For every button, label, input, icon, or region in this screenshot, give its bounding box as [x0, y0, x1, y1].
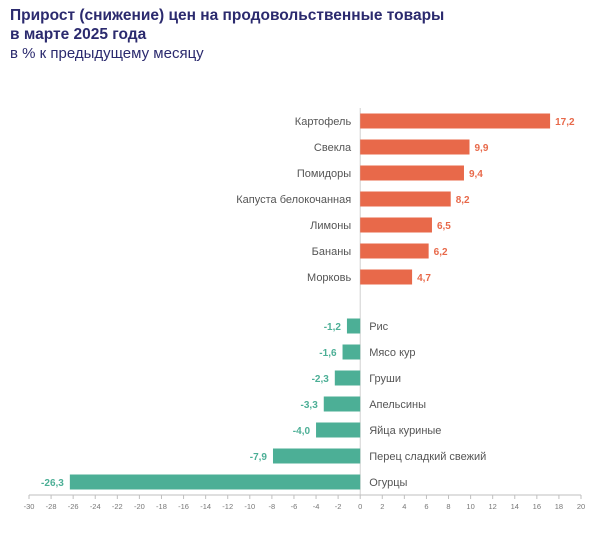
- x-tick-label: -16: [178, 502, 189, 511]
- x-tick-label: -4: [313, 502, 320, 511]
- data-label: 9,4: [469, 169, 483, 180]
- bar: [360, 139, 470, 155]
- category-label: Свекла: [314, 142, 352, 154]
- bar: [346, 318, 361, 334]
- data-label: -4,0: [293, 426, 311, 437]
- x-tick-label: -20: [134, 502, 145, 511]
- x-tick-label: -10: [244, 502, 255, 511]
- x-tick-label: 14: [511, 502, 519, 511]
- x-tick-label: 6: [424, 502, 428, 511]
- category-label: Яйца куриные: [369, 425, 441, 437]
- category-label: Морковь: [307, 272, 351, 284]
- category-label: Груши: [369, 373, 401, 385]
- x-tick-label: -8: [269, 502, 276, 511]
- x-tick-label: 8: [446, 502, 450, 511]
- category-label: Картофель: [295, 116, 352, 128]
- x-tick-label: 4: [402, 502, 406, 511]
- x-tick-label: 10: [466, 502, 474, 511]
- data-label: 6,5: [437, 221, 451, 232]
- x-tick-label: -22: [112, 502, 123, 511]
- category-label: Бананы: [312, 246, 352, 258]
- bar: [316, 422, 361, 438]
- category-label: Капуста белокочанная: [236, 194, 351, 206]
- data-label: 6,2: [434, 247, 448, 258]
- x-tick-label: 2: [380, 502, 384, 511]
- data-label: 9,9: [474, 143, 488, 154]
- bar: [272, 448, 361, 464]
- data-label: -1,6: [319, 348, 337, 359]
- bar: [360, 113, 551, 129]
- data-label: 4,7: [417, 273, 431, 284]
- data-label: 17,2: [555, 117, 575, 128]
- bar: [360, 217, 432, 233]
- category-label: Огурцы: [369, 477, 407, 489]
- category-label: Лимоны: [310, 220, 351, 232]
- chart-subtitle: в % к предыдущему месяцу: [10, 45, 204, 62]
- bar: [323, 396, 361, 412]
- x-tick-label: -18: [156, 502, 167, 511]
- x-tick-label: -24: [90, 502, 101, 511]
- bar: [69, 474, 361, 490]
- x-tick-label: 12: [489, 502, 497, 511]
- chart-title: Прирост (снижение) цен на продовольствен…: [10, 7, 445, 24]
- category-label: Помидоры: [297, 168, 351, 180]
- data-label: -7,9: [250, 452, 268, 463]
- x-tick-label: -26: [68, 502, 79, 511]
- x-tick-label: -12: [222, 502, 233, 511]
- x-tick-label: 16: [533, 502, 541, 511]
- x-tick-label: 20: [577, 502, 585, 511]
- bar: [342, 344, 361, 360]
- bar: [360, 243, 429, 259]
- category-label: Перец сладкий свежий: [369, 451, 486, 463]
- x-tick-label: 18: [555, 502, 563, 511]
- bar: [334, 370, 361, 386]
- x-tick-label: 0: [358, 502, 362, 511]
- x-tick-label: -2: [335, 502, 342, 511]
- chart-header: Прирост (снижение) цен на продовольствен…: [10, 6, 444, 63]
- x-tick-label: -28: [46, 502, 57, 511]
- x-tick-label: -6: [291, 502, 298, 511]
- bar: [360, 191, 451, 207]
- data-label: -26,3: [41, 478, 64, 489]
- data-label: -1,2: [324, 322, 342, 333]
- chart-title-line2: в марте 2025 года: [10, 26, 147, 43]
- bar: [360, 165, 464, 181]
- category-label: Рис: [369, 321, 388, 333]
- x-tick-label: -30: [24, 502, 35, 511]
- data-label: -2,3: [312, 374, 330, 385]
- category-label: Апельсины: [369, 399, 426, 411]
- category-label: Мясо кур: [369, 347, 415, 359]
- x-tick-label: -14: [200, 502, 211, 511]
- data-label: -3,3: [301, 400, 319, 411]
- bar: [360, 269, 413, 285]
- data-label: 8,2: [456, 195, 470, 206]
